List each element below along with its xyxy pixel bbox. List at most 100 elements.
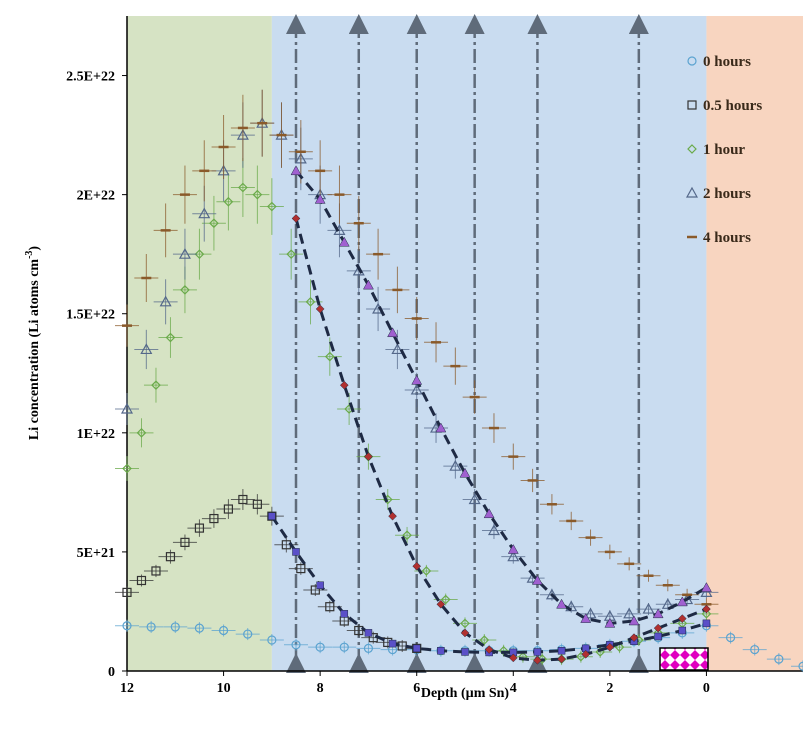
point-0-2 — [170, 622, 180, 632]
point-2-32 — [701, 608, 712, 619]
depth-arrows — [286, 14, 649, 673]
fit-point — [677, 614, 687, 623]
x-tick-label: 12 — [120, 681, 134, 696]
point-2-1 — [136, 427, 147, 438]
point-0-26 — [750, 644, 760, 655]
fit-point — [436, 599, 446, 609]
point-0-27 — [774, 654, 784, 664]
fit-point — [508, 653, 518, 663]
fit-point — [652, 608, 664, 619]
point-0-8 — [315, 642, 325, 652]
point-3-17 — [449, 459, 462, 471]
fit-point — [314, 193, 326, 204]
point-3-23 — [565, 600, 578, 612]
point-2-17 — [402, 530, 412, 541]
point-3-14 — [391, 343, 404, 355]
fit-point — [533, 648, 542, 656]
point-3-1 — [140, 343, 153, 355]
point-3-4 — [198, 207, 211, 219]
fit-point — [460, 628, 470, 638]
point-3-22 — [545, 588, 558, 600]
legend-label-0: 0 hours — [703, 54, 751, 70]
x-tick-label: 4 — [510, 681, 517, 696]
fit-point — [364, 452, 373, 461]
point-2-4 — [180, 285, 190, 295]
fit-point — [338, 236, 350, 247]
point-3-2 — [159, 295, 172, 307]
legend-label-1: 0.5 hours — [703, 98, 762, 114]
fit-point — [435, 422, 447, 433]
fit-point — [676, 596, 688, 607]
point-1-8 — [238, 494, 248, 505]
fit-point — [364, 629, 373, 637]
y-tick-label: 0 — [108, 665, 115, 680]
fit-point — [387, 327, 398, 338]
point-2-12 — [305, 296, 316, 307]
point-1-4 — [180, 537, 190, 547]
point-0-0 — [122, 621, 132, 631]
point-2-3 — [165, 332, 176, 343]
point-1-7 — [223, 504, 233, 514]
fit-curves — [268, 165, 712, 665]
fit-point — [340, 610, 349, 618]
region-0 — [127, 16, 272, 671]
series-layer — [115, 89, 803, 673]
point-3-20 — [507, 550, 520, 562]
fit-point — [702, 619, 711, 628]
fit-curve-2 — [294, 169, 708, 625]
point-2-23 — [518, 651, 528, 662]
point-1-5 — [194, 523, 205, 533]
region-2 — [706, 16, 803, 671]
fit-point — [604, 617, 616, 628]
point-0-7 — [291, 640, 301, 650]
checker-box — [659, 647, 709, 671]
point-0-10 — [363, 643, 374, 653]
point-1-14 — [325, 602, 335, 612]
legend-label-4: 4 hours — [703, 230, 751, 246]
point-3-26 — [623, 607, 636, 619]
point-3-18 — [468, 493, 481, 505]
fit-point — [532, 574, 543, 585]
fit-point — [628, 615, 640, 626]
point-3-27 — [642, 602, 655, 614]
x-axis-ticks: 12 10 8 6 4 2 0 — [120, 671, 710, 696]
point-2-6 — [209, 218, 219, 229]
point-2-21 — [479, 635, 490, 645]
fit-point — [556, 598, 567, 609]
point-1-13 — [310, 585, 320, 595]
legend-marker-3 — [685, 186, 699, 198]
fit-point — [507, 544, 519, 554]
legend: 0 hours 0.5 hours 1 hour 2 hours 4 hours — [685, 54, 762, 246]
fit-point — [411, 374, 423, 385]
point-0-4 — [218, 625, 229, 636]
x-tick-label: 2 — [606, 681, 613, 696]
point-2-19 — [440, 594, 451, 605]
point-2-0 — [122, 463, 132, 474]
point-2-13 — [324, 351, 335, 362]
y-tick-label: 2E+22 — [77, 189, 115, 204]
point-2-5 — [194, 249, 205, 260]
y-tick-label: 2.5E+22 — [66, 70, 115, 85]
point-1-12 — [296, 563, 306, 574]
point-2-20 — [460, 618, 470, 629]
fit-point — [605, 642, 615, 652]
fit-point — [580, 613, 592, 623]
fit-point — [557, 654, 566, 664]
y-axis-title-main: Li concentration (Li atoms cm — [27, 259, 42, 441]
legend-marker-1 — [687, 100, 697, 110]
y-axis-ticks: 0 5E+21 1E+22 1.5E+22 2E+22 2.5E+22 — [66, 70, 127, 680]
point-1-3 — [165, 552, 176, 562]
legend-label-3: 2 hours — [703, 186, 751, 202]
fit-point — [483, 508, 495, 519]
fit-point — [678, 626, 687, 635]
legend-marker-0 — [687, 56, 697, 66]
x-tick-label: 10 — [217, 681, 231, 696]
point-1-16 — [354, 625, 364, 636]
series-4 — [115, 89, 719, 611]
point-2-8 — [238, 182, 248, 193]
y-tick-label: 5E+21 — [77, 546, 115, 561]
point-0-1 — [146, 622, 156, 632]
point-2-7 — [223, 196, 234, 207]
legend-label-2: 1 hour — [703, 142, 745, 158]
fit-point — [701, 582, 712, 592]
